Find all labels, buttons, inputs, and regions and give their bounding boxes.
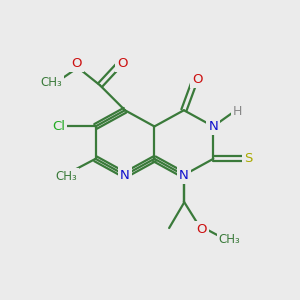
Text: Cl: Cl bbox=[52, 120, 65, 133]
Text: S: S bbox=[244, 152, 253, 165]
Text: H: H bbox=[233, 105, 242, 118]
Text: O: O bbox=[117, 57, 127, 70]
Text: CH₃: CH₃ bbox=[55, 170, 77, 183]
Text: CH₃: CH₃ bbox=[40, 76, 62, 89]
Text: CH₃: CH₃ bbox=[219, 233, 240, 246]
Text: O: O bbox=[192, 73, 202, 86]
Text: N: N bbox=[179, 169, 189, 182]
Text: N: N bbox=[208, 120, 218, 133]
Text: O: O bbox=[71, 57, 82, 70]
Text: O: O bbox=[196, 223, 207, 236]
Text: N: N bbox=[120, 169, 130, 182]
